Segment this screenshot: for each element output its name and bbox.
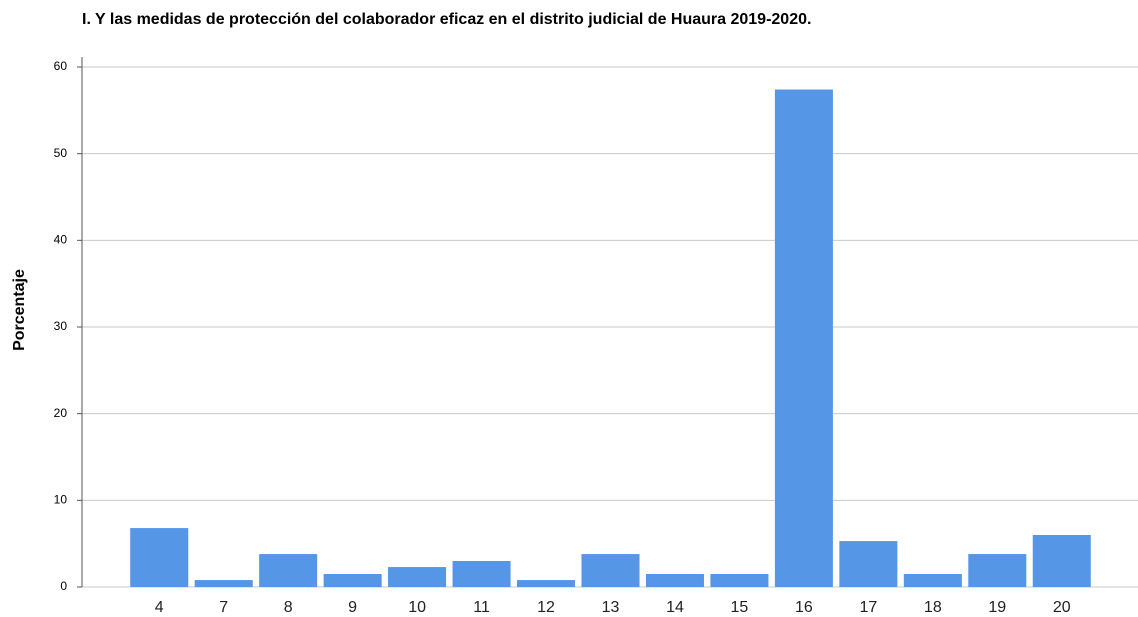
x-tick-label: 7 [219,599,228,616]
y-tick-label: 50 [54,146,68,160]
bar [388,567,447,587]
bar [452,561,511,587]
bar [130,528,189,587]
x-tick-label: 11 [473,599,490,616]
x-tick-label: 8 [284,599,293,616]
bar [774,89,833,588]
bar [1032,535,1091,587]
x-tick-label: 15 [731,599,749,616]
bar [903,574,962,587]
y-tick-label: 40 [54,233,68,247]
x-tick-label: 4 [155,599,164,616]
bar [710,574,769,587]
y-tick-label: 0 [60,579,67,593]
x-tick-label: 10 [408,599,426,616]
bar [517,580,576,587]
y-axis-label: Porcentaje [11,269,28,351]
bar [323,574,382,587]
x-tick-label: 13 [602,599,620,616]
y-tick-label: 60 [54,59,68,73]
bar [968,554,1027,587]
bar [839,541,898,587]
y-tick-label: 30 [54,319,68,333]
x-tick-label: 16 [795,599,813,616]
chart-title: I. Y las medidas de protección del colab… [82,11,811,28]
x-tick-label: 9 [348,599,357,616]
x-tick-label: 17 [859,599,877,616]
bar [645,574,704,587]
x-tick-label: 18 [924,599,942,616]
y-tick-label: 20 [54,406,68,420]
y-tick-label: 10 [54,493,68,507]
bar [194,580,253,587]
bar [259,554,318,587]
bar [581,554,640,587]
x-tick-label: 12 [537,599,555,616]
x-tick-label: 14 [666,599,684,616]
x-tick-label: 20 [1053,599,1071,616]
x-tick-label: 19 [988,599,1006,616]
